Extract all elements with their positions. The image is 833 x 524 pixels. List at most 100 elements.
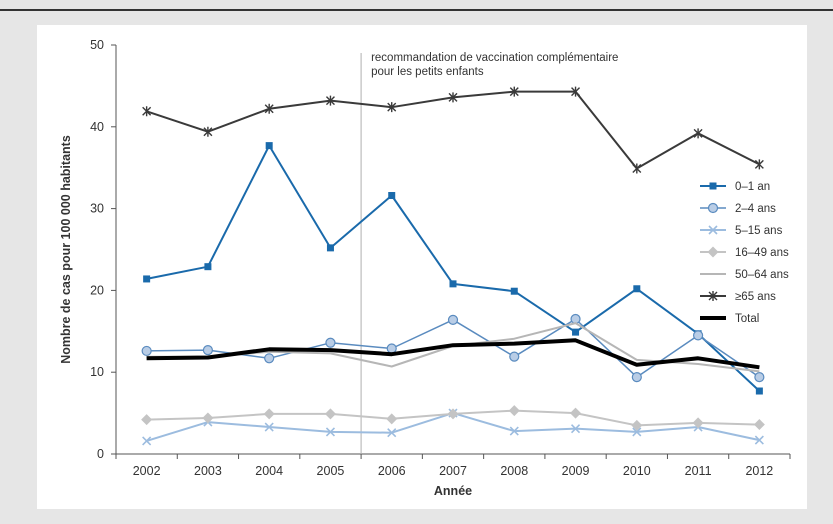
series-5-point xyxy=(264,103,274,114)
x-tick-label: 2011 xyxy=(685,464,712,478)
series-0-point xyxy=(572,328,580,336)
series-0-point xyxy=(265,142,273,150)
series-1-point xyxy=(264,353,275,364)
legend-marker xyxy=(708,291,718,301)
series-3-point xyxy=(447,408,459,420)
x-tick-label: 2012 xyxy=(745,464,773,478)
series-5-point xyxy=(754,159,764,170)
series-4-line xyxy=(146,322,760,373)
series-5-point xyxy=(387,102,397,113)
series-3-point xyxy=(202,412,214,424)
x-tick-label: 2010 xyxy=(623,464,651,478)
legend-label: 2–4 ans xyxy=(735,203,776,215)
series-3-point xyxy=(692,417,704,429)
series-1-point xyxy=(509,351,520,362)
series-2-point xyxy=(387,428,397,438)
legend-marker xyxy=(707,246,719,258)
x-tick-label: 2006 xyxy=(378,464,406,478)
annotation-text-line1: recommandation de vaccination complément… xyxy=(371,52,618,64)
x-tick-label: 2003 xyxy=(194,464,222,478)
legend-item: 16–49 ans xyxy=(700,246,789,259)
series-2-point xyxy=(142,436,152,446)
series-layer xyxy=(141,86,765,446)
series-0-point xyxy=(326,244,334,252)
legend-marker xyxy=(708,225,718,235)
series-4 xyxy=(146,322,760,373)
series-3-point xyxy=(141,414,153,426)
series-0-point xyxy=(143,275,151,283)
x-tick-label: 2005 xyxy=(317,464,345,478)
legend-marker xyxy=(709,182,717,190)
series-2-point xyxy=(632,427,642,437)
x-tick-label: 2009 xyxy=(562,464,590,478)
series-6 xyxy=(146,338,760,370)
series-1-point xyxy=(386,343,397,354)
series-2-point xyxy=(570,424,581,434)
x-tick-label: 2008 xyxy=(500,464,528,478)
series-1-line xyxy=(146,318,760,378)
series-0-point xyxy=(388,192,396,200)
series-0-point xyxy=(633,285,641,293)
series-3-point xyxy=(753,419,765,431)
series-1-point xyxy=(692,330,704,341)
legend-item: 50–64 ans xyxy=(700,269,789,281)
y-tick-label: 20 xyxy=(90,283,104,297)
series-0 xyxy=(143,142,763,395)
y-tick-label: 40 xyxy=(90,120,104,134)
series-5-line xyxy=(146,90,760,170)
legend-label: 16–49 ans xyxy=(735,247,789,259)
legend-item: 5–15 ans xyxy=(700,225,783,237)
x-tick-label: 2004 xyxy=(255,464,283,478)
series-5-point xyxy=(325,95,335,106)
series-3-point xyxy=(263,408,275,420)
series-0-point xyxy=(204,263,212,271)
legend-item: Total xyxy=(700,313,759,325)
series-3-point xyxy=(631,419,643,431)
series-2-point xyxy=(509,426,519,436)
legend-item: 2–4 ans xyxy=(700,202,776,215)
series-0-point xyxy=(755,387,763,395)
legend-label: 50–64 ans xyxy=(735,269,789,281)
y-tick-label: 50 xyxy=(90,38,104,52)
series-1-point xyxy=(631,372,642,383)
series-1-point xyxy=(447,314,459,325)
y-tick-label: 10 xyxy=(90,365,104,379)
series-2-point xyxy=(264,422,274,432)
series-1 xyxy=(141,313,765,383)
y-tick-label: 0 xyxy=(97,447,104,461)
series-5-point xyxy=(203,126,213,137)
series-3-point xyxy=(570,407,582,419)
series-5-point xyxy=(448,92,458,103)
x-axis-label: Année xyxy=(434,484,472,498)
series-0-point xyxy=(510,287,518,295)
legend-item: ≥65 ans xyxy=(700,291,776,303)
series-5-point xyxy=(571,86,581,97)
series-1-point xyxy=(325,337,336,348)
series-5-point xyxy=(632,163,642,174)
series-2-point xyxy=(325,427,336,437)
series-3 xyxy=(141,405,765,431)
series-1-point xyxy=(754,372,765,383)
legend-label: 0–1 an xyxy=(735,181,770,193)
legend-label: ≥65 ans xyxy=(735,291,776,303)
series-5-point xyxy=(142,106,152,117)
series-5-point xyxy=(509,86,519,97)
x-tick-label: 2002 xyxy=(133,464,161,478)
series-3-point xyxy=(324,408,336,420)
x-tick-label: 2007 xyxy=(439,464,467,478)
series-2-point xyxy=(754,435,764,445)
top-rule xyxy=(0,9,833,11)
legend-marker xyxy=(707,202,719,214)
axes: 0 10 20 30 40 50 2002 2003 2004 2005 2006 2007 2008 2… xyxy=(90,38,791,478)
series-0-point xyxy=(449,280,457,288)
legend-item: 0–1 an xyxy=(700,181,770,193)
series-1-point xyxy=(141,345,152,357)
y-axis-label: Nombre de cas pour 100 000 habitants xyxy=(59,135,73,364)
series-3-point xyxy=(386,413,398,425)
legend-label: Total xyxy=(735,313,759,325)
series-1-point xyxy=(202,345,214,356)
series-5-point xyxy=(693,128,703,139)
series-5 xyxy=(142,86,764,174)
legend: 0–1 an 2–4 ans 5–15 ans 16–49 ans 50–64 ans ≥… xyxy=(700,181,789,325)
